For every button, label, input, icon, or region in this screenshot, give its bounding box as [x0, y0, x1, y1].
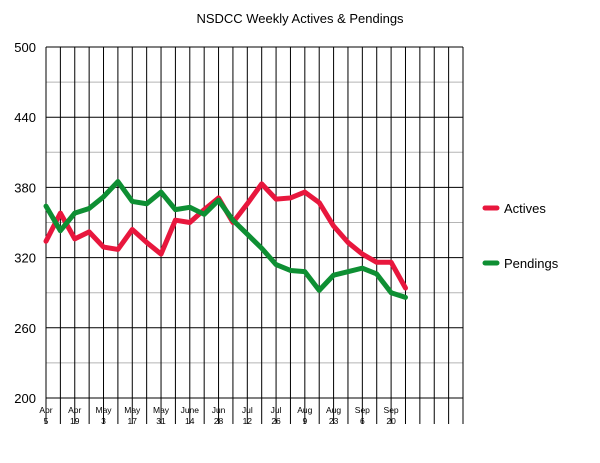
x-tick-labels: Apr5Apr19May3May17May31June14Jun28Jul12J… — [39, 405, 399, 426]
x-tick-label: 28 — [214, 416, 224, 426]
x-tick-label: Sep — [355, 405, 370, 415]
chart-title: NSDCC Weekly Actives & Pendings — [196, 11, 404, 26]
y-tick-label: 380 — [14, 180, 36, 195]
x-tick-label: Aug — [297, 405, 312, 415]
x-tick-label: Jun — [212, 405, 226, 415]
x-tick-label: 20 — [386, 416, 396, 426]
x-tick-label: 23 — [329, 416, 339, 426]
x-tick-label: 5 — [44, 416, 49, 426]
x-tick-label: Jul — [242, 405, 253, 415]
x-tick-label: 17 — [128, 416, 138, 426]
x-tick-label: 6 — [360, 416, 365, 426]
x-tick-label: June — [181, 405, 200, 415]
x-tick-label: Aug — [326, 405, 341, 415]
x-tick-label: 31 — [156, 416, 166, 426]
x-tick-label: May — [124, 405, 141, 415]
x-tick-label: Jul — [271, 405, 282, 415]
y-tick-labels: 200 260 320 380 440 500 — [14, 40, 36, 406]
x-tick-label: 26 — [271, 416, 281, 426]
x-tick-label: Apr — [68, 405, 81, 415]
y-tick-label: 440 — [14, 110, 36, 125]
x-tick-label: May — [153, 405, 170, 415]
x-tick-label: Apr — [39, 405, 52, 415]
x-tick-label: 19 — [70, 416, 80, 426]
x-tick-label: Sep — [384, 405, 399, 415]
y-tick-label: 500 — [14, 40, 36, 55]
legend-label-actives: Actives — [504, 201, 546, 216]
y-tick-label: 200 — [14, 391, 36, 406]
x-tick-label: May — [95, 405, 112, 415]
y-tick-label: 320 — [14, 251, 36, 266]
x-tick-label: 14 — [185, 416, 195, 426]
grid — [45, 46, 464, 424]
legend: Actives Pendings — [482, 201, 559, 271]
series-lines — [43, 179, 408, 300]
y-tick-label: 260 — [14, 321, 36, 336]
x-tick-label: 3 — [101, 416, 106, 426]
x-tick-label: 12 — [243, 416, 253, 426]
series-line-pendings — [43, 179, 408, 300]
x-tick-label: 9 — [302, 416, 307, 426]
legend-label-pendings: Pendings — [504, 256, 559, 271]
